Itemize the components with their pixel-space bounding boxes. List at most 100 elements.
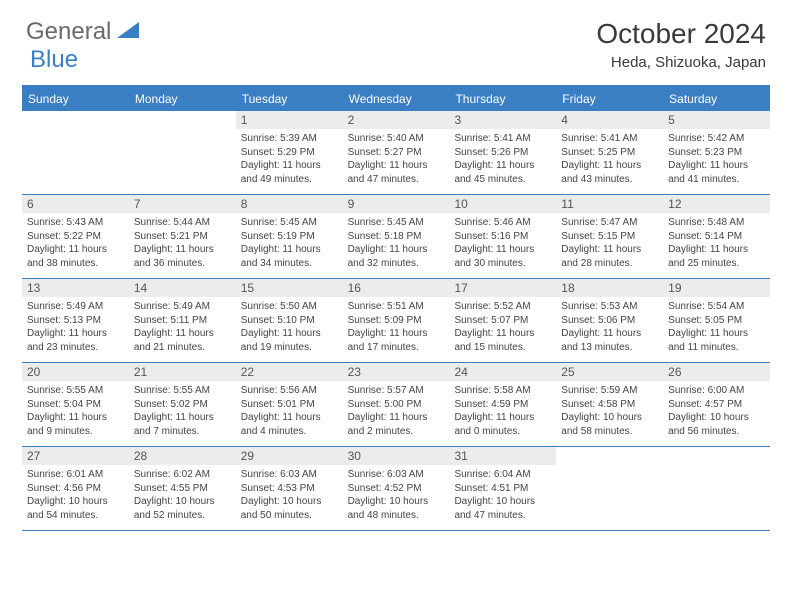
sunrise: Sunrise: 5:55 AM bbox=[134, 384, 231, 398]
sunrise: Sunrise: 5:45 AM bbox=[348, 216, 445, 230]
day-cell: 15Sunrise: 5:50 AMSunset: 5:10 PMDayligh… bbox=[236, 279, 343, 362]
sunset: Sunset: 5:05 PM bbox=[668, 314, 765, 328]
sunrise: Sunrise: 5:55 AM bbox=[27, 384, 124, 398]
sunrise: Sunrise: 6:00 AM bbox=[668, 384, 765, 398]
day-body: Sunrise: 5:51 AMSunset: 5:09 PMDaylight:… bbox=[343, 297, 450, 359]
daylight: Daylight: 11 hours and 11 minutes. bbox=[668, 327, 765, 354]
daylight: Daylight: 11 hours and 13 minutes. bbox=[561, 327, 658, 354]
day-body: Sunrise: 5:48 AMSunset: 5:14 PMDaylight:… bbox=[663, 213, 770, 275]
daylight: Daylight: 11 hours and 41 minutes. bbox=[668, 159, 765, 186]
week-row: 20Sunrise: 5:55 AMSunset: 5:04 PMDayligh… bbox=[22, 363, 770, 447]
day-cell: 31Sunrise: 6:04 AMSunset: 4:51 PMDayligh… bbox=[449, 447, 556, 530]
day-body: Sunrise: 5:45 AMSunset: 5:18 PMDaylight:… bbox=[343, 213, 450, 275]
day-body: Sunrise: 5:42 AMSunset: 5:23 PMDaylight:… bbox=[663, 129, 770, 191]
day-cell: 10Sunrise: 5:46 AMSunset: 5:16 PMDayligh… bbox=[449, 195, 556, 278]
sunrise: Sunrise: 5:58 AM bbox=[454, 384, 551, 398]
daylight: Daylight: 11 hours and 0 minutes. bbox=[454, 411, 551, 438]
day-number: 20 bbox=[22, 363, 129, 381]
week-row: 6Sunrise: 5:43 AMSunset: 5:22 PMDaylight… bbox=[22, 195, 770, 279]
sunset: Sunset: 4:55 PM bbox=[134, 482, 231, 496]
daylight: Daylight: 11 hours and 9 minutes. bbox=[27, 411, 124, 438]
sunrise: Sunrise: 5:40 AM bbox=[348, 132, 445, 146]
sunrise: Sunrise: 5:49 AM bbox=[27, 300, 124, 314]
day-number: 5 bbox=[663, 111, 770, 129]
daylight: Daylight: 11 hours and 2 minutes. bbox=[348, 411, 445, 438]
daylight: Daylight: 10 hours and 50 minutes. bbox=[241, 495, 338, 522]
day-body: Sunrise: 5:49 AMSunset: 5:11 PMDaylight:… bbox=[129, 297, 236, 359]
day-number: 8 bbox=[236, 195, 343, 213]
weekday-header: Friday bbox=[556, 87, 663, 111]
sunset: Sunset: 5:27 PM bbox=[348, 146, 445, 160]
day-cell: 2Sunrise: 5:40 AMSunset: 5:27 PMDaylight… bbox=[343, 111, 450, 194]
day-body: Sunrise: 5:44 AMSunset: 5:21 PMDaylight:… bbox=[129, 213, 236, 275]
sunset: Sunset: 5:25 PM bbox=[561, 146, 658, 160]
day-cell: 9Sunrise: 5:45 AMSunset: 5:18 PMDaylight… bbox=[343, 195, 450, 278]
day-number: 14 bbox=[129, 279, 236, 297]
day-body: Sunrise: 5:55 AMSunset: 5:04 PMDaylight:… bbox=[22, 381, 129, 443]
day-number: 16 bbox=[343, 279, 450, 297]
sunrise: Sunrise: 6:03 AM bbox=[348, 468, 445, 482]
day-body: Sunrise: 5:53 AMSunset: 5:06 PMDaylight:… bbox=[556, 297, 663, 359]
day-cell: 5Sunrise: 5:42 AMSunset: 5:23 PMDaylight… bbox=[663, 111, 770, 194]
sunrise: Sunrise: 6:04 AM bbox=[454, 468, 551, 482]
daylight: Daylight: 11 hours and 36 minutes. bbox=[134, 243, 231, 270]
day-body: Sunrise: 5:56 AMSunset: 5:01 PMDaylight:… bbox=[236, 381, 343, 443]
day-cell: 7Sunrise: 5:44 AMSunset: 5:21 PMDaylight… bbox=[129, 195, 236, 278]
day-number: 9 bbox=[343, 195, 450, 213]
day-cell: .. bbox=[22, 111, 129, 194]
day-body: Sunrise: 6:04 AMSunset: 4:51 PMDaylight:… bbox=[449, 465, 556, 527]
daylight: Daylight: 10 hours and 54 minutes. bbox=[27, 495, 124, 522]
sunrise: Sunrise: 6:03 AM bbox=[241, 468, 338, 482]
sunset: Sunset: 4:56 PM bbox=[27, 482, 124, 496]
sunset: Sunset: 5:02 PM bbox=[134, 398, 231, 412]
day-body: Sunrise: 5:46 AMSunset: 5:16 PMDaylight:… bbox=[449, 213, 556, 275]
sunset: Sunset: 5:29 PM bbox=[241, 146, 338, 160]
sunrise: Sunrise: 5:52 AM bbox=[454, 300, 551, 314]
title-block: October 2024 Heda, Shizuoka, Japan bbox=[596, 18, 766, 71]
sunrise: Sunrise: 6:02 AM bbox=[134, 468, 231, 482]
day-cell: 12Sunrise: 5:48 AMSunset: 5:14 PMDayligh… bbox=[663, 195, 770, 278]
day-cell: 16Sunrise: 5:51 AMSunset: 5:09 PMDayligh… bbox=[343, 279, 450, 362]
sunset: Sunset: 5:11 PM bbox=[134, 314, 231, 328]
daylight: Daylight: 11 hours and 30 minutes. bbox=[454, 243, 551, 270]
sunset: Sunset: 5:01 PM bbox=[241, 398, 338, 412]
day-body: Sunrise: 5:50 AMSunset: 5:10 PMDaylight:… bbox=[236, 297, 343, 359]
day-cell: .. bbox=[129, 111, 236, 194]
sunset: Sunset: 5:07 PM bbox=[454, 314, 551, 328]
weekday-header: Saturday bbox=[663, 87, 770, 111]
daylight: Daylight: 11 hours and 19 minutes. bbox=[241, 327, 338, 354]
daylight: Daylight: 11 hours and 45 minutes. bbox=[454, 159, 551, 186]
sunset: Sunset: 5:04 PM bbox=[27, 398, 124, 412]
weeks-container: ....1Sunrise: 5:39 AMSunset: 5:29 PMDayl… bbox=[22, 111, 770, 531]
daylight: Daylight: 11 hours and 28 minutes. bbox=[561, 243, 658, 270]
day-cell: 26Sunrise: 6:00 AMSunset: 4:57 PMDayligh… bbox=[663, 363, 770, 446]
daylight: Daylight: 10 hours and 52 minutes. bbox=[134, 495, 231, 522]
day-number: 25 bbox=[556, 363, 663, 381]
daylight: Daylight: 10 hours and 56 minutes. bbox=[668, 411, 765, 438]
day-cell: 6Sunrise: 5:43 AMSunset: 5:22 PMDaylight… bbox=[22, 195, 129, 278]
daylight: Daylight: 11 hours and 23 minutes. bbox=[27, 327, 124, 354]
sunset: Sunset: 4:59 PM bbox=[454, 398, 551, 412]
logo-text-blue: Blue bbox=[30, 46, 78, 74]
day-cell: .. bbox=[663, 447, 770, 530]
day-cell: 18Sunrise: 5:53 AMSunset: 5:06 PMDayligh… bbox=[556, 279, 663, 362]
day-cell: 19Sunrise: 5:54 AMSunset: 5:05 PMDayligh… bbox=[663, 279, 770, 362]
daylight: Daylight: 11 hours and 21 minutes. bbox=[134, 327, 231, 354]
sunset: Sunset: 5:21 PM bbox=[134, 230, 231, 244]
sunrise: Sunrise: 5:47 AM bbox=[561, 216, 658, 230]
day-body: Sunrise: 6:02 AMSunset: 4:55 PMDaylight:… bbox=[129, 465, 236, 527]
day-cell: 23Sunrise: 5:57 AMSunset: 5:00 PMDayligh… bbox=[343, 363, 450, 446]
sunset: Sunset: 5:06 PM bbox=[561, 314, 658, 328]
sunrise: Sunrise: 5:53 AM bbox=[561, 300, 658, 314]
sunrise: Sunrise: 5:39 AM bbox=[241, 132, 338, 146]
day-number: 15 bbox=[236, 279, 343, 297]
logo-triangle-icon bbox=[117, 22, 139, 43]
sunrise: Sunrise: 5:41 AM bbox=[561, 132, 658, 146]
weekday-header: Sunday bbox=[22, 87, 129, 111]
day-cell: 13Sunrise: 5:49 AMSunset: 5:13 PMDayligh… bbox=[22, 279, 129, 362]
sunset: Sunset: 5:22 PM bbox=[27, 230, 124, 244]
day-cell: 27Sunrise: 6:01 AMSunset: 4:56 PMDayligh… bbox=[22, 447, 129, 530]
daylight: Daylight: 11 hours and 49 minutes. bbox=[241, 159, 338, 186]
week-row: 27Sunrise: 6:01 AMSunset: 4:56 PMDayligh… bbox=[22, 447, 770, 531]
day-cell: 28Sunrise: 6:02 AMSunset: 4:55 PMDayligh… bbox=[129, 447, 236, 530]
